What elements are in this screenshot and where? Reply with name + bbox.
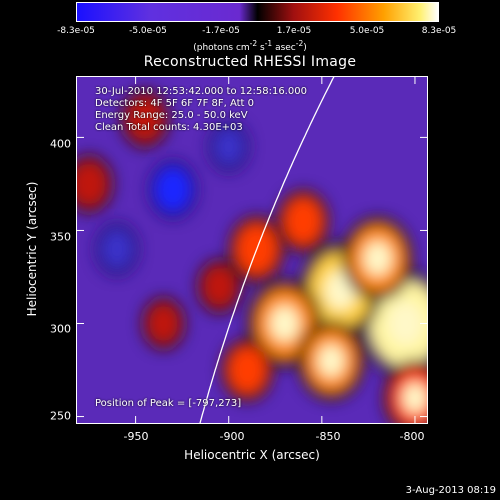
plot-frame bbox=[76, 76, 428, 424]
source-blob bbox=[214, 128, 244, 166]
solar-limb-line bbox=[199, 76, 336, 424]
source-blob bbox=[127, 96, 163, 141]
heatmap-svg bbox=[76, 76, 428, 424]
y-axis-label: Heliocentric Y (arcsec) bbox=[25, 181, 39, 317]
x-tick-label: -950 bbox=[123, 430, 149, 443]
y-tick-label: 350 bbox=[50, 230, 71, 244]
source-blob bbox=[227, 346, 267, 394]
source-blob bbox=[203, 266, 236, 307]
info-time: 30-Jul-2010 12:53:42.000 to 12:58:16.000 bbox=[95, 86, 307, 97]
source-blob bbox=[283, 197, 323, 245]
x-tick-label: -900 bbox=[219, 430, 245, 443]
info-energy: Energy Range: 25.0 - 50.0 keV bbox=[95, 110, 248, 121]
source-core bbox=[317, 344, 345, 378]
y-tick-label: 300 bbox=[50, 322, 71, 336]
timestamp: 3-Aug-2013 08:19 bbox=[405, 485, 496, 496]
source-core bbox=[387, 301, 424, 346]
colorbar-tick: 1.7e-05 bbox=[276, 26, 312, 36]
colorbar-tick: -8.3e-05 bbox=[57, 26, 95, 36]
source-blob bbox=[147, 304, 180, 344]
source-blob bbox=[76, 161, 107, 206]
y-tick-label: 400 bbox=[50, 137, 71, 151]
source-core bbox=[402, 382, 428, 414]
source-core bbox=[363, 241, 392, 276]
chart-title: Reconstructed RHESSI Image bbox=[143, 54, 357, 70]
colorbar-units: (photons cm-2 s-1 asec-2) bbox=[193, 39, 307, 53]
colorbar-tick: -1.7e-05 bbox=[202, 26, 240, 36]
info-clean: Clean Total counts: 4.30E+03 bbox=[95, 122, 243, 133]
x-tick-label: -850 bbox=[315, 430, 341, 443]
peak-position: Position of Peak = [-797,273] bbox=[95, 398, 242, 409]
heatmap-panel: 30-Jul-2010 12:53:42.000 to 12:58:16.000… bbox=[76, 76, 428, 424]
x-tick-label: -800 bbox=[399, 430, 425, 443]
source-core bbox=[269, 305, 300, 342]
colorbar-tick: 8.3e-05 bbox=[421, 26, 457, 36]
x-axis-label: Heliocentric X (arcsec) bbox=[184, 448, 320, 462]
info-detectors: Detectors: 4F 5F 6F 7F 8F, Att 0 bbox=[95, 98, 255, 109]
colorbar-tick: -5.0e-05 bbox=[129, 26, 167, 36]
colorbar bbox=[76, 2, 439, 22]
source-blob bbox=[155, 167, 191, 212]
source-blob bbox=[101, 229, 133, 269]
colorbar-tick: 5.0e-05 bbox=[349, 26, 385, 36]
y-tick-label: 250 bbox=[50, 409, 71, 423]
